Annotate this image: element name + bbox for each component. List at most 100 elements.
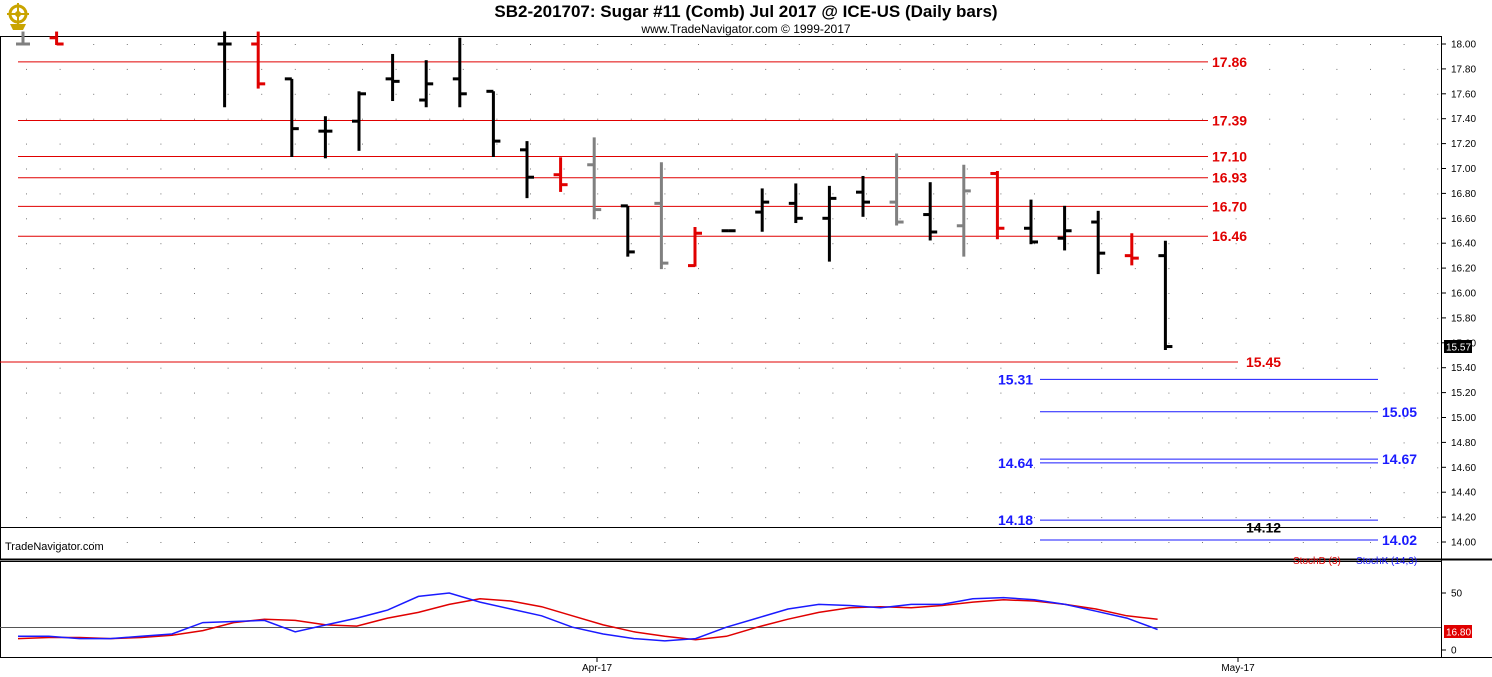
grid-dot xyxy=(362,218,363,220)
grid-dot xyxy=(1134,68,1136,70)
grid-dot xyxy=(563,118,565,120)
grid-dot xyxy=(1202,93,1203,95)
grid-dot xyxy=(328,392,330,394)
grid-dot xyxy=(1437,293,1439,294)
grid-dot xyxy=(1370,143,1371,145)
grid-dot xyxy=(395,243,397,245)
grid-dot xyxy=(395,218,397,220)
grid-dot xyxy=(563,143,565,145)
grid-dots xyxy=(26,44,1439,543)
grid-dot xyxy=(1235,193,1237,195)
grid-dot xyxy=(1437,467,1439,469)
grid-dot xyxy=(1168,68,1170,70)
grid-dot xyxy=(1437,218,1439,220)
grid-dot xyxy=(462,44,464,45)
ohlc-bar xyxy=(721,229,736,233)
grid-dot xyxy=(194,268,195,270)
grid-dot xyxy=(395,93,397,95)
stoch-tick-label: 50 xyxy=(1451,589,1463,600)
grid-dot xyxy=(832,243,834,245)
grid-dot xyxy=(1370,317,1371,319)
grid-dot xyxy=(1134,268,1136,270)
grid-dot xyxy=(731,542,733,543)
grid-dot xyxy=(294,417,296,419)
grid-dot xyxy=(765,417,767,419)
grid-dot xyxy=(630,442,632,444)
grid-dot xyxy=(798,517,800,519)
grid-dot xyxy=(765,293,767,294)
grid-dot xyxy=(227,68,229,70)
grid-dot xyxy=(664,392,666,394)
grid-dot xyxy=(731,417,733,419)
grid-dot xyxy=(93,118,95,120)
grid-dot xyxy=(1269,118,1271,120)
grid-dot xyxy=(1235,542,1237,543)
time-tick-label: Apr-17 xyxy=(582,663,612,674)
grid-dot xyxy=(1302,517,1304,519)
grid-dot xyxy=(1235,317,1237,319)
grid-dot xyxy=(227,168,229,170)
grid-dot xyxy=(664,467,666,469)
grid-dot xyxy=(1134,193,1136,195)
grid-dot xyxy=(1403,218,1405,220)
grid-dot xyxy=(294,342,296,344)
grid-dot xyxy=(731,467,733,469)
grid-dot xyxy=(126,93,128,95)
grid-dot xyxy=(462,467,464,469)
grid-dot xyxy=(765,193,767,195)
grid-dot xyxy=(1000,367,1002,369)
grid-dot xyxy=(126,118,128,120)
grid-dot xyxy=(93,342,95,344)
grid-dot xyxy=(731,293,733,294)
grid-dot xyxy=(765,442,767,444)
grid-dot xyxy=(698,317,699,319)
ohlc-bar xyxy=(16,31,30,46)
grid-dot xyxy=(731,193,733,195)
grid-dot xyxy=(1269,392,1271,394)
grid-dot xyxy=(261,492,263,494)
grid-dot xyxy=(530,467,531,469)
grid-dot xyxy=(597,392,599,394)
grid-dot xyxy=(966,93,968,95)
grid-dot xyxy=(1168,467,1170,469)
grid-dot xyxy=(698,542,699,543)
grid-dot xyxy=(227,417,229,419)
grid-dot xyxy=(1370,44,1371,45)
grid-dot xyxy=(194,193,195,195)
grid-dot xyxy=(765,118,767,120)
grid-dot xyxy=(462,243,464,245)
grid-dot xyxy=(1202,367,1203,369)
price-tick-label: 15.20 xyxy=(1451,388,1476,399)
grid-dot xyxy=(832,467,834,469)
grid-dot xyxy=(462,68,464,70)
ohlc-bar xyxy=(520,141,534,199)
grid-dot xyxy=(160,44,162,45)
price-tick-label: 16.60 xyxy=(1451,214,1476,225)
grid-dot xyxy=(462,218,464,220)
grid-dot xyxy=(698,467,699,469)
tradenavigator-logo[interactable] xyxy=(4,2,32,37)
ship-wheel-icon xyxy=(7,3,29,30)
grid-dot xyxy=(731,168,733,170)
grid-dot xyxy=(1168,442,1170,444)
grid-dot xyxy=(798,392,800,394)
grid-dot xyxy=(429,293,431,294)
grid-dot xyxy=(563,342,565,344)
grid-dot xyxy=(1101,317,1103,319)
grid-dot xyxy=(261,517,263,519)
grid-dot xyxy=(1067,168,1069,170)
grid-dot xyxy=(731,492,733,494)
grid-dot xyxy=(93,93,95,95)
grid-dot xyxy=(1269,367,1271,369)
grid-dot xyxy=(362,68,363,70)
grid-dot xyxy=(731,118,733,120)
grid-dot xyxy=(496,193,498,195)
grid-dot xyxy=(227,293,229,294)
grid-dot xyxy=(698,193,699,195)
ohlc-bar xyxy=(688,227,702,268)
grid-dot xyxy=(1168,268,1170,270)
grid-dot xyxy=(1269,44,1271,45)
stoch-legend-d: StochD (3) xyxy=(1293,556,1341,567)
grid-dot xyxy=(1134,44,1136,45)
grid-dot xyxy=(832,517,834,519)
